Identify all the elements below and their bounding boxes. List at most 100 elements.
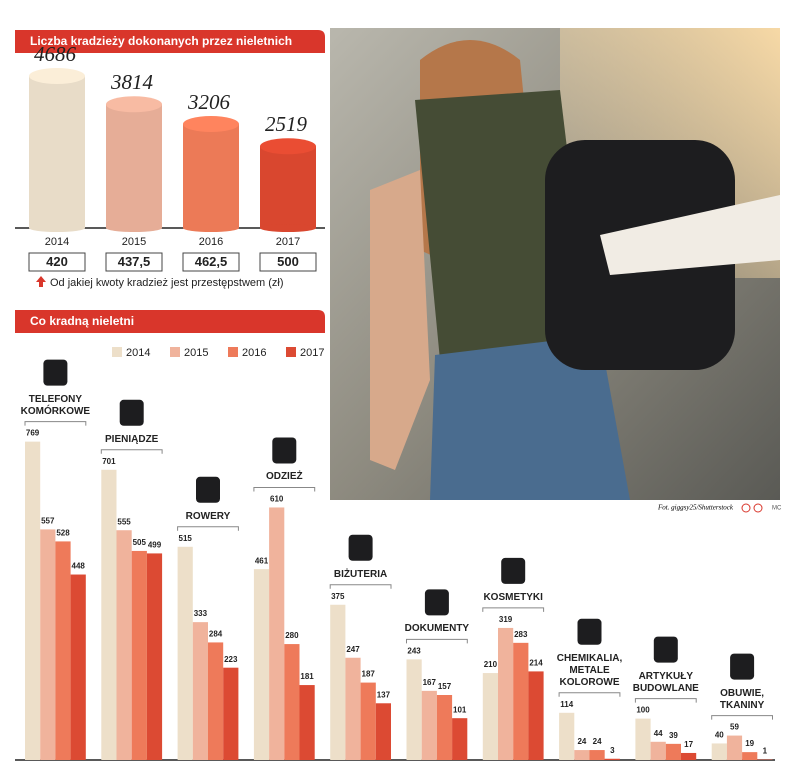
threshold-label: 437,5 xyxy=(118,254,151,269)
arrow-icon xyxy=(36,276,46,287)
value-label: 515 xyxy=(179,534,193,543)
cylinder-body xyxy=(183,124,239,228)
value-label: 333 xyxy=(194,609,208,618)
bar xyxy=(436,695,453,760)
value-label: 100 xyxy=(636,706,650,715)
bar xyxy=(253,569,270,760)
legend-swatch xyxy=(228,347,238,357)
cylinder-top xyxy=(260,138,316,155)
value-label: 610 xyxy=(270,495,284,504)
value-label: 448 xyxy=(72,562,86,571)
value-label: 319 xyxy=(499,615,513,624)
cylinder xyxy=(260,138,316,232)
cylinder xyxy=(183,116,239,232)
cylinder-top xyxy=(106,96,162,113)
bar xyxy=(345,657,361,760)
bar xyxy=(742,752,758,760)
legend-label: 2017 xyxy=(300,347,324,359)
value-label: 243 xyxy=(407,647,421,656)
legend-label: 2015 xyxy=(184,347,208,359)
bar xyxy=(330,604,346,760)
bar xyxy=(681,752,697,760)
value-label: 137 xyxy=(377,690,391,699)
value-label: 223 xyxy=(224,655,238,664)
threshold-label: 500 xyxy=(277,254,299,269)
category-bracket xyxy=(177,526,239,531)
threshold-box xyxy=(105,252,163,272)
value-label: 280 xyxy=(285,631,299,640)
bar xyxy=(452,718,468,760)
value-label: 1 xyxy=(763,747,768,756)
threshold-note: Od jakiej kwoty kradzież jest przestępst… xyxy=(50,277,284,289)
bar xyxy=(177,546,193,760)
logo xyxy=(753,503,763,513)
category-label: TELEFONY KOMÓRKOWE xyxy=(20,393,91,417)
value-label: 769 xyxy=(26,429,40,438)
author: MC xyxy=(772,506,782,512)
value-label: 701 xyxy=(102,457,116,466)
value-label: 499 xyxy=(148,541,162,550)
category-bracket xyxy=(711,715,773,720)
value-label: 39 xyxy=(669,731,678,740)
title-banner xyxy=(15,30,325,53)
bar xyxy=(528,671,544,760)
category-label: BIŻUTERIA xyxy=(333,568,388,580)
value-label: 167 xyxy=(423,678,437,687)
value-label: 555 xyxy=(117,517,131,526)
legend-swatch xyxy=(170,347,180,357)
bar xyxy=(665,743,681,760)
cylinder-bottom xyxy=(260,224,316,232)
value-label: 461 xyxy=(255,556,269,565)
category-bracket xyxy=(482,607,545,612)
bar xyxy=(146,553,163,760)
value-label: 101 xyxy=(453,705,467,714)
bar xyxy=(131,550,147,760)
bar xyxy=(269,507,285,760)
cylinder-bottom xyxy=(183,224,239,232)
bar xyxy=(604,758,620,760)
value-label: 284 xyxy=(209,630,223,639)
category-bracket xyxy=(558,692,621,697)
bar xyxy=(498,627,514,760)
value-label: 17 xyxy=(684,740,693,749)
bar xyxy=(375,703,391,760)
category-bracket xyxy=(406,638,468,644)
category-bracket xyxy=(329,584,392,589)
bar xyxy=(70,574,86,760)
bar xyxy=(192,622,208,760)
cylinder-bottom xyxy=(29,224,85,232)
value-label: 181 xyxy=(300,672,314,681)
value-label: 24 xyxy=(577,737,586,746)
bar xyxy=(223,667,239,760)
bar xyxy=(284,644,300,760)
bar xyxy=(116,530,132,760)
value-label: 557 xyxy=(41,517,55,526)
value-label: 40 xyxy=(715,731,724,740)
cylinder-top xyxy=(29,68,85,84)
category-label: ODZIEŻ xyxy=(265,471,303,483)
bar xyxy=(360,682,376,760)
category-label: OBUWIE, TKANINY xyxy=(719,687,765,711)
title-banner xyxy=(15,310,325,333)
value-label: 3206 xyxy=(187,90,231,114)
category-icon xyxy=(577,618,602,645)
bar xyxy=(574,750,590,760)
logo xyxy=(741,503,751,513)
bar xyxy=(482,673,498,760)
x-tick-label: 2015 xyxy=(122,236,146,248)
legend-swatch xyxy=(112,347,122,357)
value-label: 4686 xyxy=(34,42,77,66)
legend-label: 2016 xyxy=(242,347,266,359)
category-icon xyxy=(272,437,297,464)
threshold-label: 462,5 xyxy=(195,254,228,269)
category-icon xyxy=(119,399,144,426)
bar xyxy=(726,735,743,760)
cylinder xyxy=(29,68,85,232)
threshold-box xyxy=(182,252,240,272)
photo-credit: Fot. giggsy25/Shutterstock xyxy=(657,504,734,512)
value-label: 528 xyxy=(56,529,70,538)
category-icon xyxy=(653,636,678,663)
threshold-label: 420 xyxy=(46,254,68,269)
